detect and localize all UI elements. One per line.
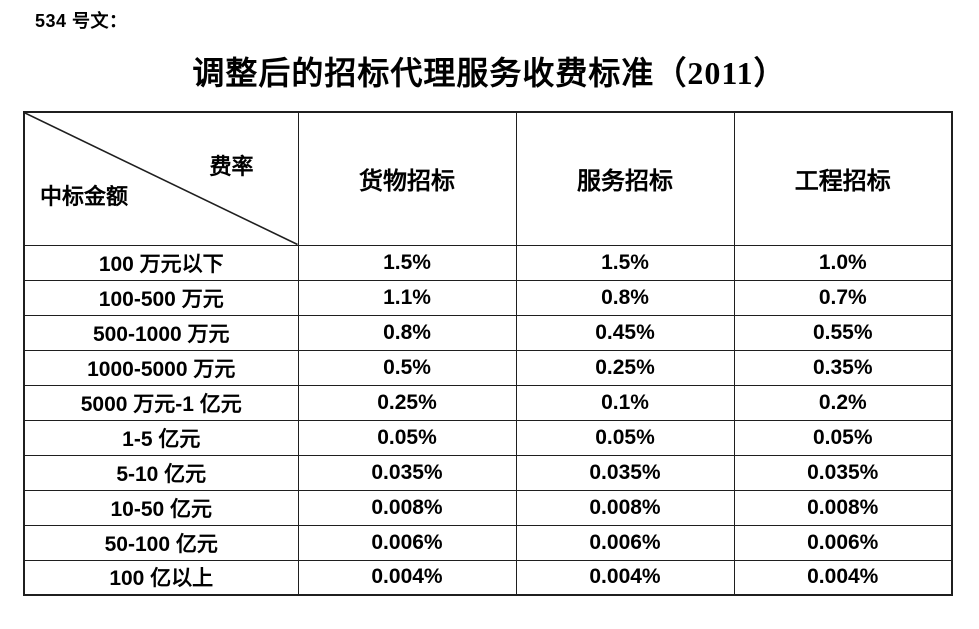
cell-works-rate: 0.05%: [733, 419, 953, 456]
row-label-amount-tier: 10-50 亿元: [23, 489, 299, 526]
cell-goods-rate: 0.004%: [297, 559, 517, 596]
column-header-works-bidding: 工程招标: [733, 111, 953, 246]
column-header-service-bidding: 服务招标: [515, 111, 735, 246]
cell-goods-rate: 0.8%: [297, 314, 517, 351]
cell-goods-rate: 0.25%: [297, 384, 517, 421]
cell-works-rate: 1.0%: [733, 244, 953, 281]
cell-works-rate: 0.35%: [733, 349, 953, 386]
table-row: 1-5 亿元 0.05% 0.05% 0.05%: [23, 419, 953, 456]
row-label-amount-tier: 500-1000 万元: [23, 314, 299, 351]
table-row: 50-100 亿元 0.006% 0.006% 0.006%: [23, 524, 953, 561]
cell-works-rate: 0.006%: [733, 524, 953, 561]
table-row: 10-50 亿元 0.008% 0.008% 0.008%: [23, 489, 953, 526]
table-row: 100-500 万元 1.1% 0.8% 0.7%: [23, 279, 953, 316]
row-label-amount-tier: 1-5 亿元: [23, 419, 299, 456]
table-row: 5-10 亿元 0.035% 0.035% 0.035%: [23, 454, 953, 491]
cell-goods-rate: 0.035%: [297, 454, 517, 491]
cell-works-rate: 0.008%: [733, 489, 953, 526]
row-label-amount-tier: 100 亿以上: [23, 559, 299, 596]
column-header-goods-bidding: 货物招标: [297, 111, 517, 246]
table-row: 1000-5000 万元 0.5% 0.25% 0.35%: [23, 349, 953, 386]
cell-goods-rate: 0.008%: [297, 489, 517, 526]
cell-works-rate: 0.55%: [733, 314, 953, 351]
cell-service-rate: 0.05%: [515, 419, 735, 456]
cell-service-rate: 1.5%: [515, 244, 735, 281]
diagonal-divider-line: [25, 113, 298, 245]
cell-goods-rate: 0.05%: [297, 419, 517, 456]
doc-ref: 534 号文：: [35, 11, 128, 31]
corner-label-fee-rate: 费率: [209, 154, 254, 179]
cell-works-rate: 0.035%: [733, 454, 953, 491]
cell-service-rate: 0.45%: [515, 314, 735, 351]
table-row: 100 万元以下 1.5% 1.5% 1.0%: [23, 244, 953, 281]
cell-works-rate: 0.004%: [733, 559, 953, 596]
cell-goods-rate: 1.5%: [297, 244, 517, 281]
cell-service-rate: 0.25%: [515, 349, 735, 386]
row-label-amount-tier: 5-10 亿元: [23, 454, 299, 491]
fee-rate-table: 费率 中标金额 货物招标 服务招标 工程招标 100 万元以下 1.5% 1.5…: [23, 111, 953, 596]
row-label-amount-tier: 50-100 亿元: [23, 524, 299, 561]
cell-works-rate: 0.2%: [733, 384, 953, 421]
cell-goods-rate: 0.5%: [297, 349, 517, 386]
cell-service-rate: 0.008%: [515, 489, 735, 526]
row-label-amount-tier: 100 万元以下: [23, 244, 299, 281]
cell-goods-rate: 0.006%: [297, 524, 517, 561]
table-row: 500-1000 万元 0.8% 0.45% 0.55%: [23, 314, 953, 351]
row-label-amount-tier: 1000-5000 万元: [23, 349, 299, 386]
cell-service-rate: 0.004%: [515, 559, 735, 596]
cell-service-rate: 0.8%: [515, 279, 735, 316]
fee-table-body: 100 万元以下 1.5% 1.5% 1.0% 100-500 万元 1.1% …: [23, 244, 953, 596]
cell-service-rate: 0.1%: [515, 384, 735, 421]
corner-header-cell: 费率 中标金额: [23, 111, 299, 246]
page-title: 调整后的招标代理服务收费标准（2011）: [192, 55, 787, 91]
table-row: 100 亿以上 0.004% 0.004% 0.004%: [23, 559, 953, 596]
row-label-amount-tier: 100-500 万元: [23, 279, 299, 316]
cell-goods-rate: 1.1%: [297, 279, 517, 316]
cell-works-rate: 0.7%: [733, 279, 953, 316]
cell-service-rate: 0.006%: [515, 524, 735, 561]
corner-label-bid-amount: 中标金额: [40, 183, 129, 209]
table-header-row: 费率 中标金额 货物招标 服务招标 工程招标: [23, 111, 953, 246]
table-row: 5000 万元-1 亿元 0.25% 0.1% 0.2%: [23, 384, 953, 421]
row-label-amount-tier: 5000 万元-1 亿元: [23, 384, 299, 421]
cell-service-rate: 0.035%: [515, 454, 735, 491]
